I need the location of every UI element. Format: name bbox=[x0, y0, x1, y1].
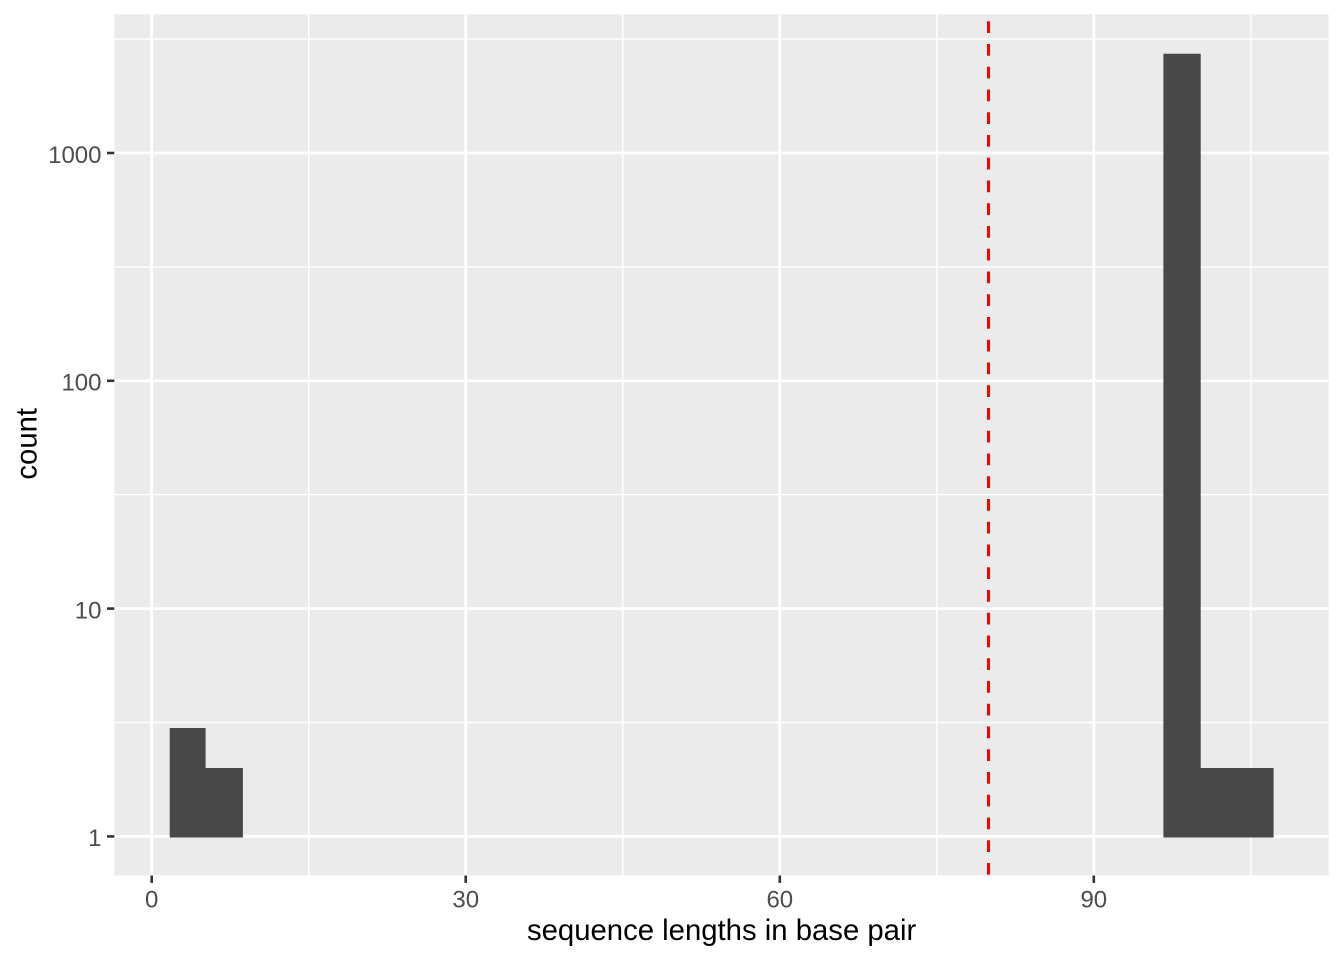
svg-text:30: 30 bbox=[452, 886, 479, 913]
svg-text:90: 90 bbox=[1080, 886, 1107, 913]
svg-text:60: 60 bbox=[766, 886, 793, 913]
svg-text:1: 1 bbox=[88, 825, 101, 852]
svg-text:100: 100 bbox=[61, 370, 101, 397]
svg-text:count: count bbox=[11, 408, 44, 480]
svg-text:10: 10 bbox=[75, 597, 102, 624]
svg-text:sequence lengths in base pair: sequence lengths in base pair bbox=[527, 914, 917, 947]
svg-text:0: 0 bbox=[145, 886, 158, 913]
svg-text:1000: 1000 bbox=[48, 142, 101, 169]
